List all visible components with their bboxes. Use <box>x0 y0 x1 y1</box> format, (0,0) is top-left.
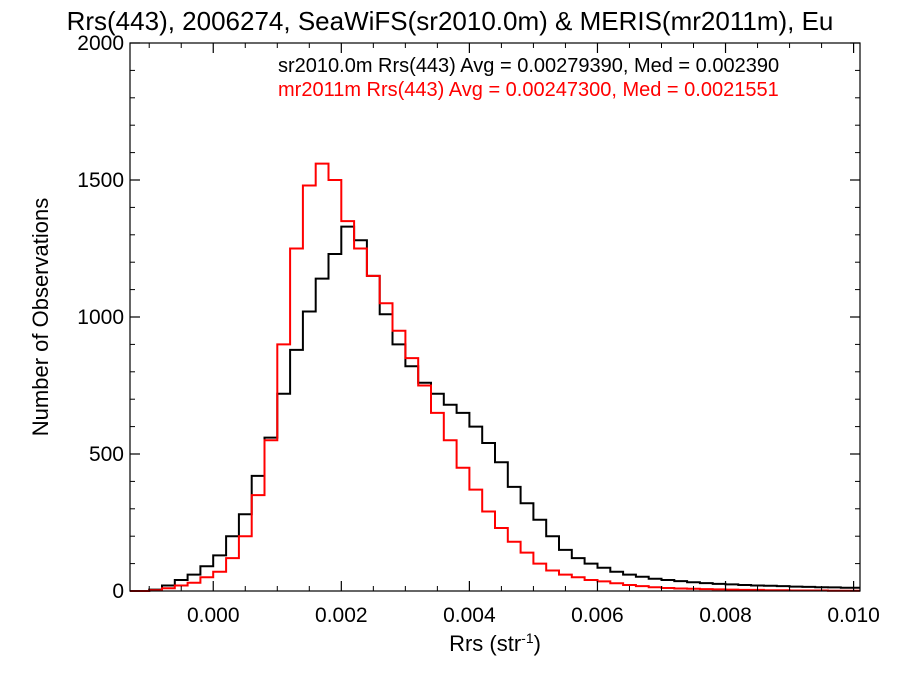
series-layer <box>130 162 860 592</box>
x-tick-label: 0.006 <box>571 604 624 627</box>
x-tick-label: 0.002 <box>315 604 368 627</box>
chart-title: Rrs(443), 2006274, SeaWiFS(sr2010.0m) & … <box>67 6 834 36</box>
y-tick-label: 500 <box>89 443 124 466</box>
ticks-layer <box>130 42 860 592</box>
y-tick-label: 1000 <box>77 306 124 329</box>
legend-entry-black: sr2010.0m Rrs(443) Avg = 0.00279390, Med… <box>278 55 779 77</box>
x-tick-label: 0.000 <box>187 604 240 627</box>
y-tick-labels: 0 500 1000 1500 2000 <box>77 32 124 603</box>
y-axis-label: Number of Observations <box>28 198 53 436</box>
x-axis-label-superscript: -1 <box>521 630 534 646</box>
x-tick-label: 0.004 <box>443 604 496 627</box>
y-tick-label: 2000 <box>77 32 124 55</box>
series-line-1 <box>130 162 860 592</box>
x-axis-label: Rrs (str-1) <box>449 630 541 656</box>
x-tick-labels: 0.000 0.002 0.004 0.006 0.008 0.010 <box>187 604 880 627</box>
plot-frame <box>129 42 861 592</box>
x-tick-label: 0.008 <box>699 604 752 627</box>
x-tick-label: 0.010 <box>827 604 880 627</box>
series-line-0 <box>130 225 860 592</box>
x-axis-label-close: ) <box>534 631 541 656</box>
legend-entry-red: mr2011m Rrs(443) Avg = 0.00247300, Med =… <box>278 79 779 101</box>
x-axis-label-base: Rrs (str <box>449 631 521 656</box>
y-tick-label: 0 <box>112 580 124 603</box>
y-tick-label: 1500 <box>77 169 124 192</box>
